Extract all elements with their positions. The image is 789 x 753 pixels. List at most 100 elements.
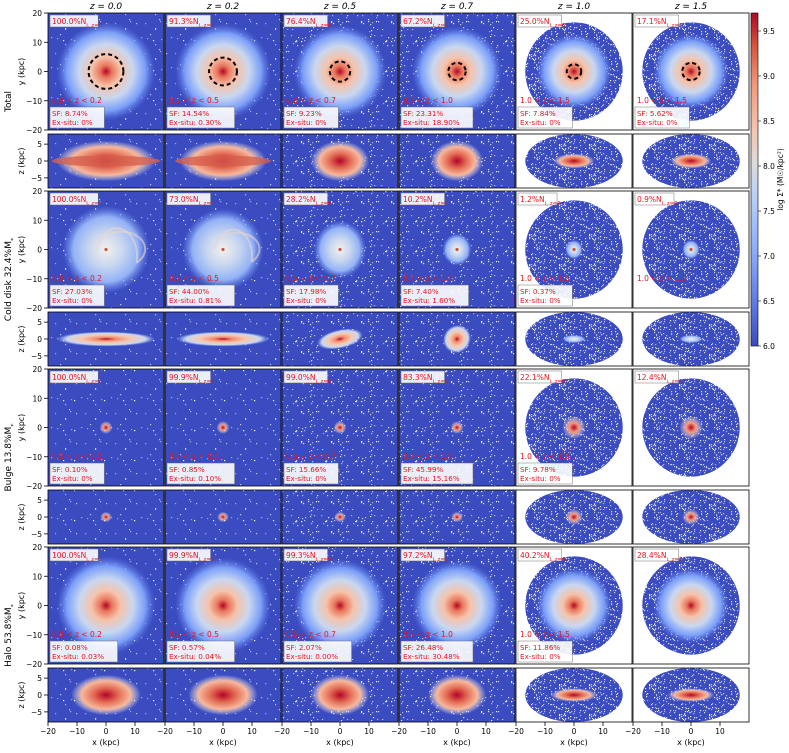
z-axis-label: z (kpc) [17,147,26,174]
aperture-circle [328,60,352,83]
total-edgeon-panel [399,134,515,188]
panel-frame [164,12,282,131]
column-title: z = 1.5 [674,2,708,12]
x-tick-label: −10 [69,727,85,736]
x-axis-label: x (kpc) [326,738,354,747]
bulge-faceon-panel [633,369,749,486]
panel-frame [632,133,750,189]
y-axis-label: y (kpc) [17,58,26,86]
panel-frame [515,368,633,487]
x-tick-label: −20 [508,727,524,736]
panel-frame [398,190,516,309]
halo-exsitu-label: Ex-situ: 0.00% [286,652,338,661]
cold-disk-redshift-range: 1.0 < z < 1.5 [520,274,570,283]
panel-frame [281,368,399,487]
column-title: z = 0.0 [89,2,123,12]
colorbar-label: log Σ* (M☉/kpc²) [776,148,785,211]
total-redshift-range: 0.5 < z < 0.7 [286,96,336,105]
z-axis-label: z (kpc) [17,503,26,530]
bulge-faceon-panel [48,369,164,486]
y-tick-label: 0 [37,335,42,344]
y-tick-label: 20 [32,187,42,196]
y-tick-label: −10 [26,453,42,462]
halo-exsitu-label: Ex-situ: 0.04% [169,652,221,661]
halo-redshift-range: 0.7 < z < 1.0 [403,630,453,639]
cold-disk-redshift-range: 0.5 < z < 0.7 [286,274,336,283]
panel-frame [632,368,750,487]
total-faceon-panel [48,13,164,130]
panel-frame [398,133,516,189]
cold-disk-sf-label: SF: 27.03% [52,287,92,296]
colorbar-gradient [750,12,759,347]
x-tick-label: −20 [157,727,173,736]
x-tick-label: −20 [40,727,56,736]
total-sf-label: SF: 8.74% [52,109,88,118]
total-exsitu-label: Ex-situ: 0% [520,118,561,127]
aperture-circle [208,56,238,87]
halo-edgeon-panel [516,668,632,722]
x-axis-label: x (kpc) [92,738,120,747]
x-tick-label: 0 [104,727,109,736]
cold-disk-sf-label: SF: 17.98% [286,287,326,296]
colorbar-tick-label: 6.5 [763,297,775,306]
panel-frame [164,546,282,665]
bulge-exsitu-label: Ex-situ: 15.16% [403,474,460,483]
bulge-row-label: Bulge 13.8%M* [4,423,17,492]
x-tick-label: 0 [338,727,343,736]
cold-disk-edgeon-panel [282,312,398,366]
halo-sf-label: SF: 0.08% [52,643,88,652]
total-sf-label: SF: 7.84% [520,109,556,118]
total-edgeon-panel [282,134,398,188]
y-tick-label: 0 [37,602,42,611]
panel-frame [398,12,516,131]
panel-grid: 100.0%Ni, z=00.0 < z < 0.2SF: 8.74%Ex-si… [47,12,750,723]
bulge-edgeon-panel [165,490,281,544]
aperture-circle [565,63,583,80]
y-tick-label: −20 [26,482,42,491]
x-tick-label: 0 [572,727,577,736]
total-redshift-range: 0.0 < z < 0.2 [52,96,102,105]
y-tick-label: 0 [37,691,42,700]
panel-frame [515,190,633,309]
y-tick-label: −5 [31,352,42,361]
colorbar-tick-label: 8.5 [763,117,775,126]
x-tick-label: 0 [455,727,460,736]
cold-disk-edgeon-panel [48,312,164,366]
column-title: z = 0.5 [323,2,357,12]
total-sf-label: SF: 9.23% [286,109,322,118]
bulge-edgeon-panel [48,490,164,544]
y-tick-label: 10 [32,394,42,403]
panel-frame [398,489,516,545]
y-tick-label: 10 [32,572,42,581]
halo-edgeon-panel [165,668,281,722]
colorbar-tick-label: 9.0 [763,72,775,81]
x-tick-label: 10 [481,727,491,736]
bulge-sf-label: SF: 0.85% [169,465,205,474]
x-tick-label: 0 [689,727,694,736]
y-tick-label: 5 [37,318,42,327]
total-redshift-range: 0.2 < z < 0.5 [169,96,219,105]
panel-frame [398,546,516,665]
y-tick-label: −10 [26,275,42,284]
panel-frame [164,311,282,367]
panel-frame [281,489,399,545]
axis-labels: 20 10 0 −10 −20 5 0 −5 y (kpc) z (kpc) 20 10 0 −10 −20… [17,9,725,747]
panel-frame [281,133,399,189]
total-sf-label: SF: 23.31% [403,109,443,118]
z-axis-label: z (kpc) [17,681,26,708]
bulge-redshift-range: 0.7 < z < 1.0 [403,452,453,461]
y-tick-label: 20 [32,365,42,374]
colorbar-tick-label: 8.0 [763,162,775,171]
bulge-edgeon-panel [399,490,515,544]
total-exsitu-label: Ex-situ: 0% [52,118,93,127]
halo-sf-label: SF: 26.48% [403,643,443,652]
halo-sf-label: SF: 11.86% [520,643,560,652]
halo-faceon-panel [633,547,749,664]
halo-edgeon-panel [282,668,398,722]
panel-frame [515,546,633,665]
cold-disk-redshift-range: 0.7 < z < 1.0 [403,274,453,283]
halo-exsitu-label: Ex-situ: 30.48% [403,652,460,661]
total-exsitu-label: Ex-situ: 0.30% [169,118,221,127]
cold-disk-exsitu-label: Ex-situ: 0.81% [169,296,221,305]
